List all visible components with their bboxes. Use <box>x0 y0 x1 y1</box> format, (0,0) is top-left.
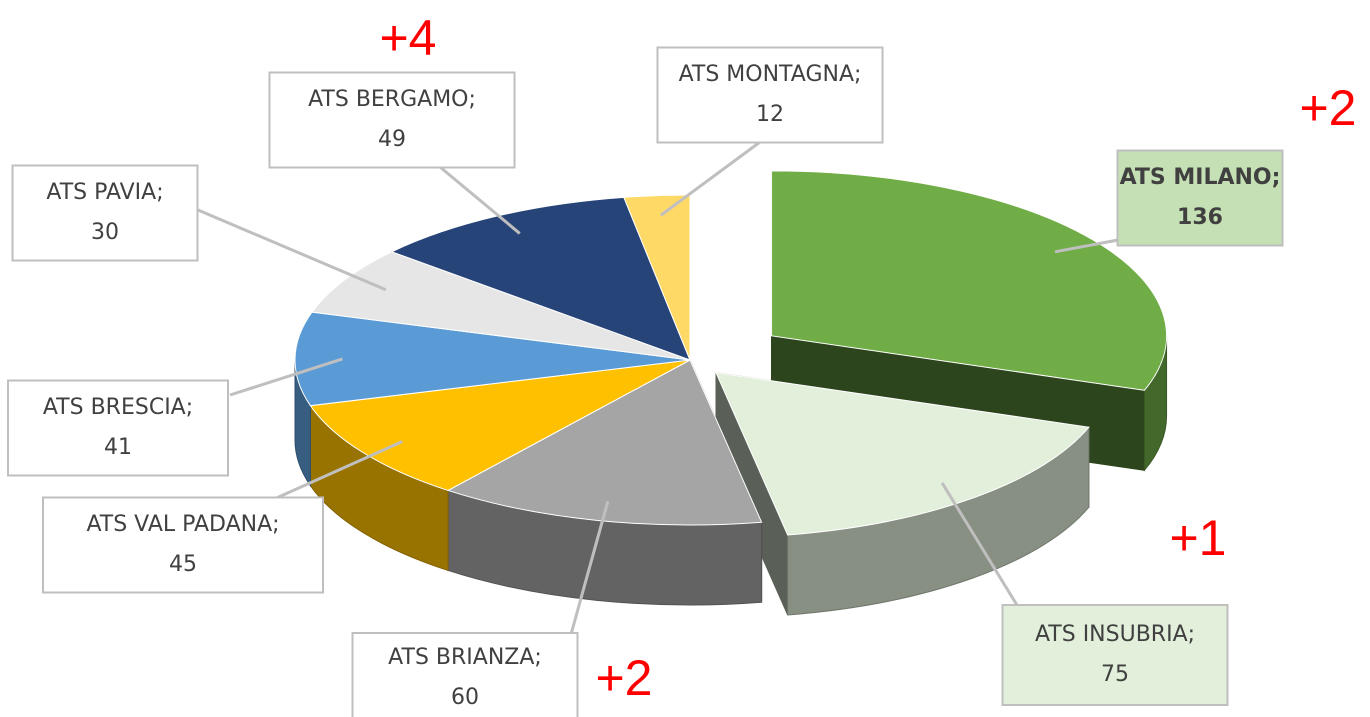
label-category: ATS PAVIA; <box>46 180 163 205</box>
slice <box>446 359 763 526</box>
label-box <box>42 496 324 594</box>
slice <box>715 372 1090 536</box>
leader-line <box>271 440 403 502</box>
label-value: 12 <box>756 102 784 127</box>
leader-line <box>439 165 521 235</box>
slice <box>309 359 691 491</box>
slice <box>311 251 691 361</box>
slice-tops <box>294 170 1168 536</box>
leader-line <box>197 208 387 292</box>
label-value: 60 <box>451 685 479 710</box>
annotation: +1 <box>1169 510 1226 566</box>
slice <box>771 170 1168 391</box>
label-box <box>268 71 516 169</box>
label-value: 75 <box>1101 662 1129 687</box>
leader-line <box>940 482 1022 611</box>
label-box <box>656 46 884 144</box>
leader-line <box>229 357 343 397</box>
label-category: ATS MILANO; <box>1120 165 1281 190</box>
leader-line <box>659 140 761 217</box>
annotation: +2 <box>1299 80 1356 136</box>
label-category: ATS INSUBRIA; <box>1035 622 1195 647</box>
label-value: 30 <box>91 220 119 245</box>
label-box <box>351 632 579 717</box>
label-value: 45 <box>169 552 197 577</box>
annotations: +2 +1 +2 +4 <box>379 10 1356 706</box>
slice <box>294 311 691 407</box>
label-value: 49 <box>378 127 406 152</box>
label-box <box>1001 604 1229 706</box>
label-category: ATS BRIANZA; <box>388 645 542 670</box>
annotation: +4 <box>379 10 436 66</box>
leader-line <box>1054 238 1119 254</box>
data-labels: ATS MILANO; 136 ATS INSUBRIA; 75 ATS BRIANZA… <box>7 46 1284 717</box>
slice <box>390 196 691 361</box>
label-value: 41 <box>104 435 132 460</box>
label-category: ATS MONTAGNA; <box>679 62 862 87</box>
label-box <box>1116 149 1284 247</box>
label-category: ATS BRESCIA; <box>43 395 193 420</box>
leader-line <box>568 500 610 639</box>
label-category: ATS BERGAMO; <box>308 87 476 112</box>
label-box <box>11 164 199 262</box>
label-box <box>7 379 229 477</box>
label-category: ATS VAL PADANA; <box>86 512 279 537</box>
label-value: 136 <box>1177 205 1223 230</box>
annotation: +2 <box>595 650 652 706</box>
